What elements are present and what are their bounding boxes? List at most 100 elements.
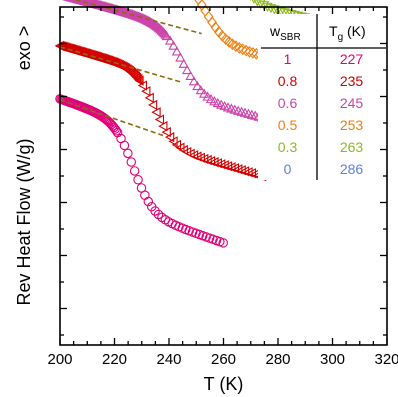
data-point-triangle-up (144, 16, 155, 26)
data-point-diamond (207, 16, 217, 29)
legend-w-value: 0.8 (278, 73, 298, 89)
data-point-triangle-up (178, 58, 189, 68)
legend-w-value: 1 (284, 51, 292, 67)
data-point-triangle-left (212, 158, 222, 169)
data-point-triangle-left (202, 154, 212, 166)
data-point-triangle-left (168, 136, 178, 147)
baseline-group (59, 0, 202, 137)
data-point-triangle-up (164, 35, 176, 45)
legend-tg-value: 227 (340, 51, 364, 67)
x-tick-label: 320 (374, 351, 398, 368)
legend-header-tg: Tg (K) (329, 23, 366, 43)
data-point-triangle-left (246, 168, 257, 179)
baseline-fit-1 (59, 99, 164, 137)
data-point-triangle-down (265, 4, 277, 14)
data-point-diamond (244, 45, 255, 58)
data-point-triangle-up (161, 30, 172, 41)
data-point-circle (119, 140, 130, 151)
data-point-triangle-up (171, 46, 183, 56)
data-point-circle (153, 209, 164, 220)
data-point-triangle-left (209, 157, 219, 168)
x-tick-label: 300 (320, 351, 345, 368)
data-point-triangle-left (205, 156, 216, 167)
data-point-triangle-left (239, 166, 250, 177)
data-point-circle (111, 126, 122, 136)
data-point-triangle-up (149, 19, 160, 29)
data-point-triangle-left (154, 114, 165, 125)
data-point-triangle-up (150, 20, 161, 30)
x-tick-label: 240 (156, 351, 181, 368)
data-point-triangle-left (147, 99, 158, 111)
data-point-triangle-up (151, 21, 163, 31)
data-point-diamond (248, 46, 258, 59)
data-point-triangle-left (165, 132, 175, 143)
data-point-circle (143, 196, 154, 207)
legend-table-background (258, 14, 386, 180)
data-point-circle (133, 175, 143, 185)
data-point-diamond (196, 0, 207, 11)
legend-rows: 1 227 0.8 235 0.6 245 0.5 253 0.3 263 0 286 (278, 51, 364, 177)
data-point-circle (126, 157, 137, 167)
x-tick-label: 260 (211, 351, 236, 368)
data-point-diamond (203, 10, 214, 23)
data-point-triangle-left (134, 75, 144, 86)
legend-tg-value: 235 (340, 73, 364, 89)
data-point-triangle-down (275, 7, 287, 17)
data-point-triangle-down (258, 1, 270, 11)
data-point-circle (129, 166, 140, 176)
exo-direction-label: exo > (14, 26, 34, 71)
data-point-triangle-left (151, 107, 161, 118)
data-point-triangle-left (233, 164, 243, 175)
data-point-triangle-up (148, 18, 159, 28)
data-point-circle (123, 148, 133, 159)
legend-w-value: 0.3 (278, 139, 298, 155)
baseline-fit-0.6 (73, 0, 202, 35)
data-point-diamond (241, 44, 252, 57)
data-point-triangle-down (269, 5, 280, 15)
y-ticks (60, 16, 387, 336)
data-point-triangle-up (195, 84, 206, 95)
data-point-triangle-left (199, 153, 209, 165)
data-point-triangle-left (192, 151, 202, 162)
data-point-triangle-down (279, 8, 290, 18)
data-point-triangle-up (185, 70, 196, 80)
data-point-triangle-left (236, 165, 246, 176)
data-point-diamond (234, 42, 245, 54)
series-1 (55, 94, 228, 248)
legend-tg-value: 253 (340, 117, 364, 133)
x-ticks: 200 220 240 260 280 300 320 (47, 7, 398, 368)
data-point-triangle-left (222, 161, 233, 172)
data-point-triangle-left (158, 121, 168, 132)
legend-tg-value: 286 (340, 161, 364, 177)
data-point-triangle-left (133, 73, 143, 85)
data-point-triangle-left (144, 92, 154, 103)
data-point-diamond (237, 43, 248, 56)
data-point-triangle-up (168, 40, 179, 50)
legend-tg-value: 245 (340, 95, 364, 111)
data-point-triangle-up (192, 80, 203, 91)
data-point-triangle-up (188, 76, 200, 86)
data-point-triangle-up (181, 64, 193, 75)
x-tick-label: 220 (102, 351, 127, 368)
legend-header-w: wSBR (269, 23, 301, 43)
data-point-circle (150, 206, 160, 216)
legend-table: wSBR Tg (K) 1 227 0.8 235 0.6 245 0.5 253 0.3 263… (258, 14, 386, 180)
legend-tg-value: 263 (340, 139, 364, 155)
legend-w-value: 0.5 (278, 117, 298, 133)
data-point-triangle-down (282, 9, 294, 19)
series-0.6 (60, 0, 268, 122)
data-point-triangle-left (141, 86, 151, 97)
data-point-triangle-left (219, 160, 229, 171)
data-point-triangle-left (226, 162, 236, 173)
data-point-triangle-down (255, 0, 266, 9)
data-point-triangle-left (243, 167, 253, 178)
data-point-triangle-left (137, 80, 148, 91)
data-point-triangle-left (229, 163, 239, 174)
data-point-diamond (230, 40, 241, 53)
legend-w-value: 0.6 (278, 95, 298, 111)
data-point-triangle-left (195, 152, 205, 163)
x-axis-title: T (K) (204, 374, 244, 394)
x-tick-label: 280 (265, 351, 290, 368)
